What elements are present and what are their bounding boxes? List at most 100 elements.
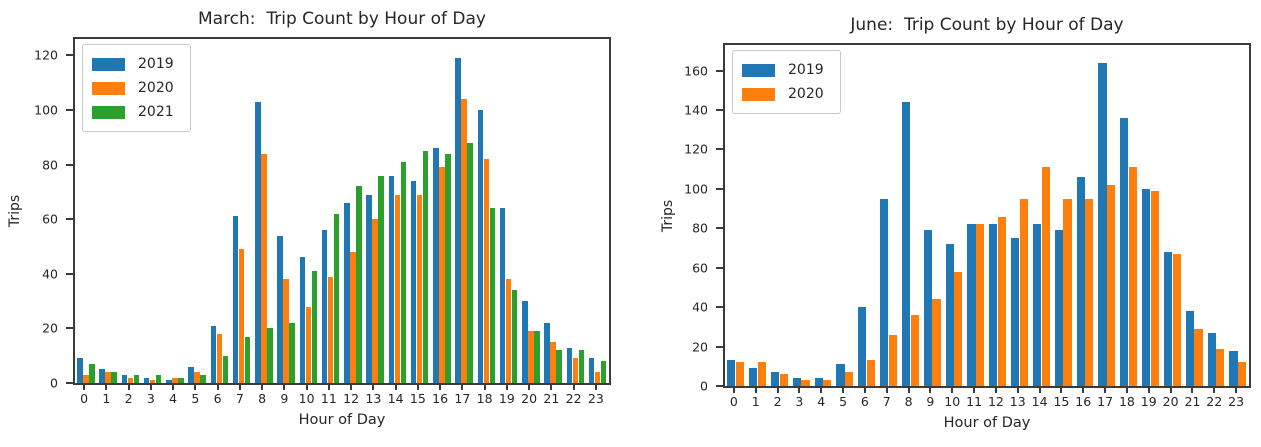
y-tick-mark [716,306,723,309]
x-tick-label: 15 [1053,394,1070,409]
x-tick-label: 0 [80,391,89,406]
bar-2021-hour-6 [222,355,228,383]
y-tick-label: 40 [692,299,708,315]
x-tick-mark [951,388,954,393]
bar-2019-hour-11 [967,224,976,386]
x-tick-mark [461,385,464,390]
legend-entry: 2019 [742,58,824,82]
x-tick-mark [798,388,801,393]
x-tick-mark [1213,388,1216,393]
legend-entry: 2020 [742,82,824,106]
x-tick-mark [1038,388,1041,393]
y-tick-label: 20 [692,339,708,355]
bar-2020-hour-2 [779,374,788,386]
bar-2020-hour-0 [735,362,745,386]
plot-area [73,37,611,385]
x-axis-label: Hour of Day [943,415,1031,431]
x-tick-label: 12 [987,394,1004,409]
x-tick-label: 10 [298,391,315,406]
bar-2020-hour-7 [238,249,245,383]
bar-2019-hour-13 [366,194,372,383]
y-tick-label: 120 [684,141,708,157]
chart-title: June: Trip Count by Hour of Day [850,15,1124,35]
bar-2020-hour-15 [416,194,423,383]
bar-2019-hour-21 [544,322,550,383]
x-tick-mark [1104,388,1107,393]
bar-2021-hour-14 [400,161,406,383]
bar-2020-hour-21 [1194,328,1203,386]
bar-2019-hour-22 [566,347,573,383]
bar-2021-hour-23 [600,361,607,383]
bar-2020-hour-13 [372,219,378,383]
bar-2021-hour-21 [556,350,562,383]
bar-2019-hour-12 [989,224,998,386]
y-tick-mark [716,109,723,112]
legend: 2019 2020 [732,50,841,114]
bar-2019-hour-1 [99,369,105,383]
x-tick-mark [1235,388,1238,393]
x-tick-label: 18 [476,391,493,406]
x-tick-label: 5 [191,391,200,406]
y-tick-mark [716,69,723,72]
x-tick-mark [283,385,286,390]
bar-2019-hour-8 [901,102,911,386]
x-tick-label: 10 [944,394,961,409]
legend-label: 2019 [788,62,824,78]
x-tick-mark [863,388,866,393]
bar-2021-hour-20 [534,331,540,383]
chart-title: March: Trip Count by Hour of Day [197,9,486,29]
bar-2019-hour-22 [1207,332,1216,386]
bar-2020-hour-19 [1150,190,1159,386]
bar-2019-hour-15 [1054,230,1063,386]
x-tick-label: 1 [751,394,760,409]
bar-2020-hour-8 [910,315,919,386]
x-tick-mark [149,385,152,390]
bar-2021-hour-8 [267,328,273,383]
x-tick-mark [842,388,845,393]
bar-2019-hour-16 [1076,177,1085,386]
x-tick-mark [1169,388,1172,393]
bar-2019-hour-5 [188,366,194,383]
y-tick-label: 40 [42,266,58,282]
bar-2020-hour-9 [283,279,289,383]
bar-2019-hour-0 [77,358,83,383]
bar-2021-hour-7 [244,336,251,383]
x-tick-label: 18 [1118,394,1135,409]
legend-label: 2019 [138,56,174,72]
bar-2019-hour-18 [1120,117,1129,386]
bar-2020-hour-10 [305,306,312,383]
bar-2021-hour-22 [578,350,584,383]
bar-2019-hour-9 [277,235,283,383]
bar-2020-hour-1 [105,372,111,383]
x-tick-mark [83,385,86,390]
legend-entry: 2020 [92,76,174,100]
bar-2021-hour-15 [422,150,429,383]
legend-swatch [742,63,775,77]
bar-2020-hour-5 [194,372,200,383]
bar-2021-hour-13 [378,175,384,383]
x-tick-mark [1191,388,1194,393]
y-tick-label: 0 [50,375,58,391]
bar-2020-hour-4 [823,380,832,386]
y-tick-mark [716,148,723,151]
bar-2020-hour-18 [483,159,490,383]
bar-2019-hour-23 [1229,350,1238,386]
bar-2019-hour-2 [770,372,780,386]
x-tick-label: 17 [1097,394,1114,409]
x-tick-label: 21 [1184,394,1201,409]
y-tick-mark [716,385,723,387]
bar-2019-hour-3 [792,378,801,386]
bar-2020-hour-14 [1041,167,1050,386]
y-tick-mark [716,266,723,269]
x-tick-label: 11 [320,391,337,406]
bar-2020-hour-11 [327,276,334,383]
bar-2019-hour-7 [232,216,239,383]
bar-2019-hour-12 [344,202,350,383]
x-tick-label: 15 [409,391,426,406]
bar-2019-hour-9 [923,230,932,386]
x-tick-label: 14 [1031,394,1048,409]
x-tick-mark [1147,388,1150,393]
x-tick-label: 3 [795,394,804,409]
x-tick-mark [483,385,486,390]
bar-2020-hour-5 [845,372,854,386]
